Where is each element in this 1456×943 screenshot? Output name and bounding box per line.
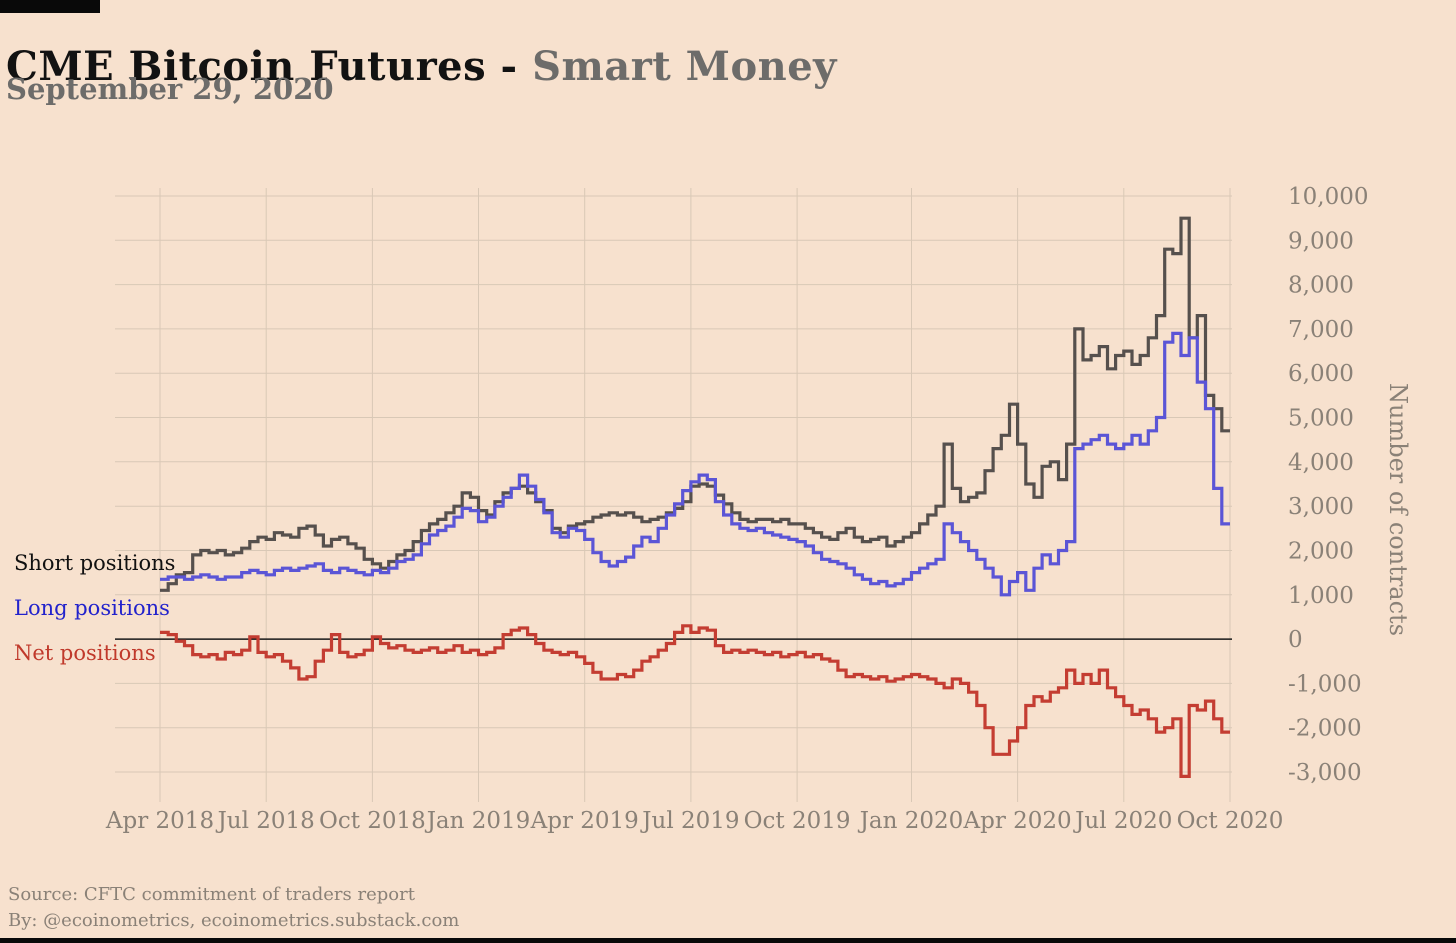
svg-text:9,000: 9,000 bbox=[1288, 228, 1354, 254]
svg-text:-2,000: -2,000 bbox=[1288, 716, 1362, 742]
svg-text:Apr 2019: Apr 2019 bbox=[530, 808, 639, 834]
svg-text:Apr 2018: Apr 2018 bbox=[105, 808, 214, 834]
svg-text:10,000: 10,000 bbox=[1288, 184, 1368, 210]
svg-text:4,000: 4,000 bbox=[1288, 450, 1354, 476]
svg-text:Oct 2020: Oct 2020 bbox=[1177, 808, 1284, 834]
top-left-black-bar bbox=[0, 0, 100, 13]
svg-text:0: 0 bbox=[1288, 627, 1303, 653]
svg-text:Oct 2018: Oct 2018 bbox=[319, 808, 426, 834]
svg-text:5,000: 5,000 bbox=[1288, 406, 1354, 432]
y-axis-title: Number of contracts bbox=[1384, 383, 1412, 637]
page-title: CME Bitcoin Futures - Smart Money bbox=[6, 43, 837, 90]
svg-text:Jan 2019: Jan 2019 bbox=[425, 808, 531, 834]
svg-text:2,000: 2,000 bbox=[1288, 539, 1354, 565]
legend-long-positions: Long positions bbox=[14, 596, 170, 620]
svg-text:-1,000: -1,000 bbox=[1288, 671, 1362, 697]
svg-text:Oct 2019: Oct 2019 bbox=[744, 808, 851, 834]
svg-text:Jul 2018: Jul 2018 bbox=[216, 808, 315, 834]
source-credit: Source: CFTC commitment of traders repor… bbox=[8, 884, 415, 905]
svg-text:7,000: 7,000 bbox=[1288, 317, 1354, 343]
title-main: CME Bitcoin Futures - bbox=[6, 42, 533, 90]
svg-text:1,000: 1,000 bbox=[1288, 583, 1354, 609]
chart-date-subtitle: September 29, 2020 bbox=[6, 72, 334, 106]
svg-text:6,000: 6,000 bbox=[1288, 361, 1354, 387]
legend-net-positions: Net positions bbox=[14, 641, 156, 665]
svg-text:Jul 2019: Jul 2019 bbox=[640, 808, 739, 834]
svg-text:3,000: 3,000 bbox=[1288, 494, 1354, 520]
bottom-black-bar bbox=[0, 938, 1456, 943]
legend-short-positions: Short positions bbox=[14, 551, 176, 575]
svg-text:Jul 2020: Jul 2020 bbox=[1073, 808, 1172, 834]
svg-text:8,000: 8,000 bbox=[1288, 273, 1354, 299]
svg-text:Jan 2020: Jan 2020 bbox=[858, 808, 964, 834]
svg-text:Apr 2020: Apr 2020 bbox=[963, 808, 1072, 834]
author-credit: By: @ecoinometrics, ecoinometrics.substa… bbox=[8, 910, 460, 931]
svg-text:-3,000: -3,000 bbox=[1288, 760, 1362, 786]
title-accent: Smart Money bbox=[532, 42, 837, 90]
